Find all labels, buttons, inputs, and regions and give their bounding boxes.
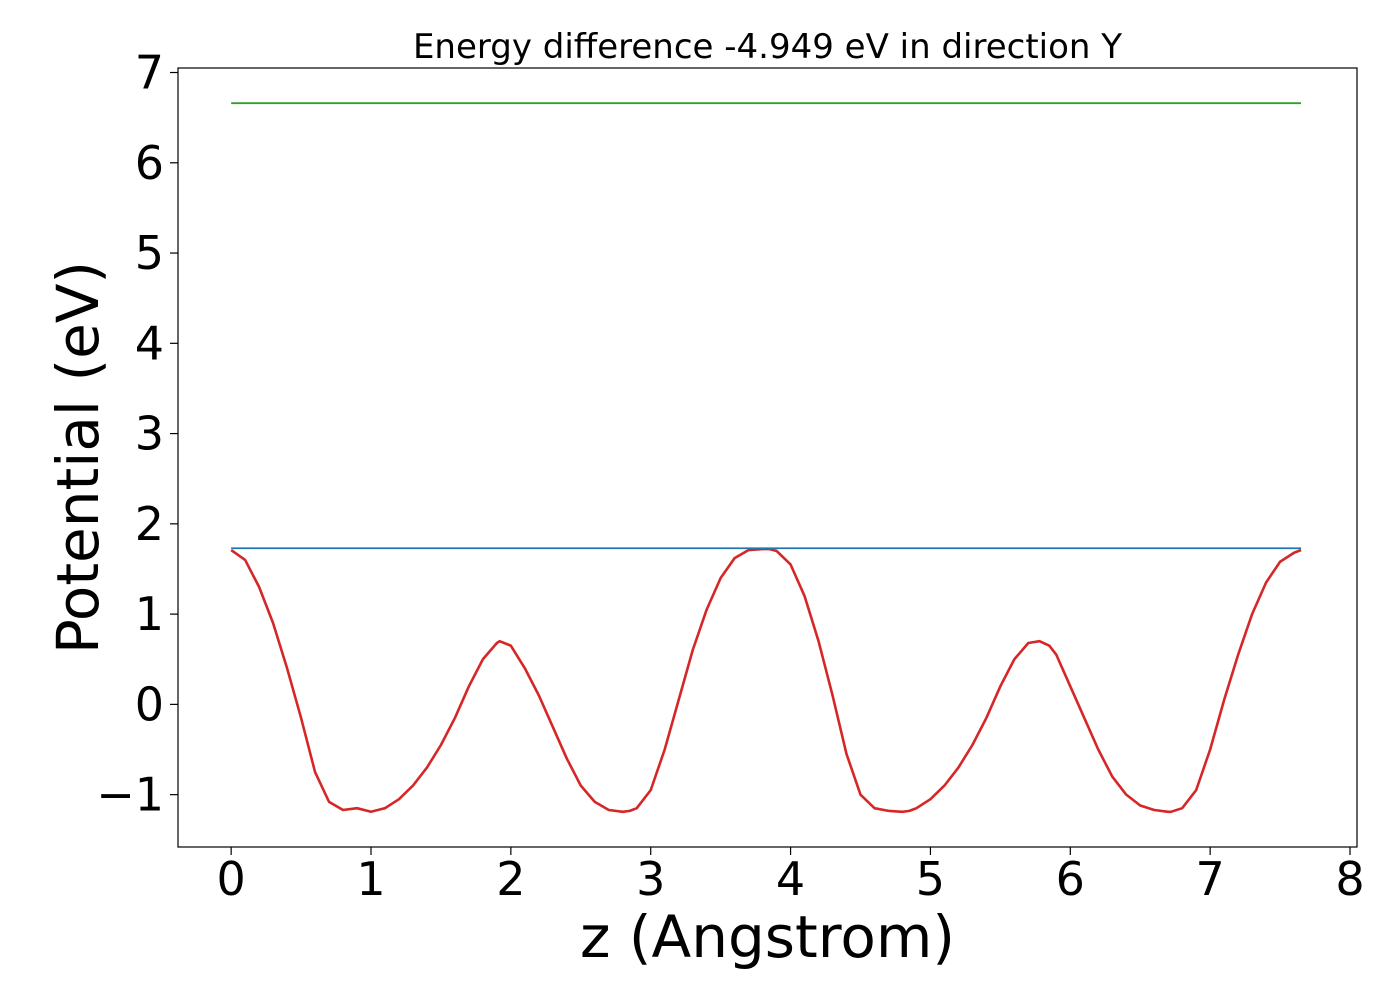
plot-series (230, 102, 1302, 814)
x-tick-label: 6 (1056, 852, 1085, 906)
x-tick-label: 2 (496, 852, 525, 906)
x-tick-label: 1 (356, 852, 385, 906)
x-tick-label: 5 (916, 852, 945, 906)
y-tick-label: 0 (135, 677, 164, 731)
y-axis-label: Potential (eV) (44, 261, 112, 654)
y-axis-ticks: −1 0 1 2 3 4 5 6 7 (96, 46, 178, 822)
chart-title: Energy difference -4.949 eV in direction… (413, 27, 1122, 67)
y-tick-label: 2 (135, 497, 164, 551)
x-tick-label: 0 (217, 852, 246, 906)
y-tick-label: 4 (135, 316, 164, 370)
y-tick-label: −1 (96, 768, 164, 822)
y-tick-label: 1 (135, 587, 164, 641)
x-tick-label: 4 (776, 852, 805, 906)
x-tick-label: 7 (1196, 852, 1225, 906)
x-axis-ticks: 0 1 2 3 4 5 6 7 8 (217, 847, 1365, 906)
y-tick-label: 5 (135, 226, 164, 280)
x-tick-label: 8 (1335, 852, 1364, 906)
plot-frame (177, 67, 1358, 848)
y-tick-label: 6 (135, 136, 164, 190)
y-tick-label: 7 (135, 46, 164, 100)
x-tick-label: 3 (636, 852, 665, 906)
x-axis-label: z (Angstrom) (580, 903, 955, 971)
series-line-0 (230, 547, 1302, 814)
y-tick-label: 3 (135, 407, 164, 461)
